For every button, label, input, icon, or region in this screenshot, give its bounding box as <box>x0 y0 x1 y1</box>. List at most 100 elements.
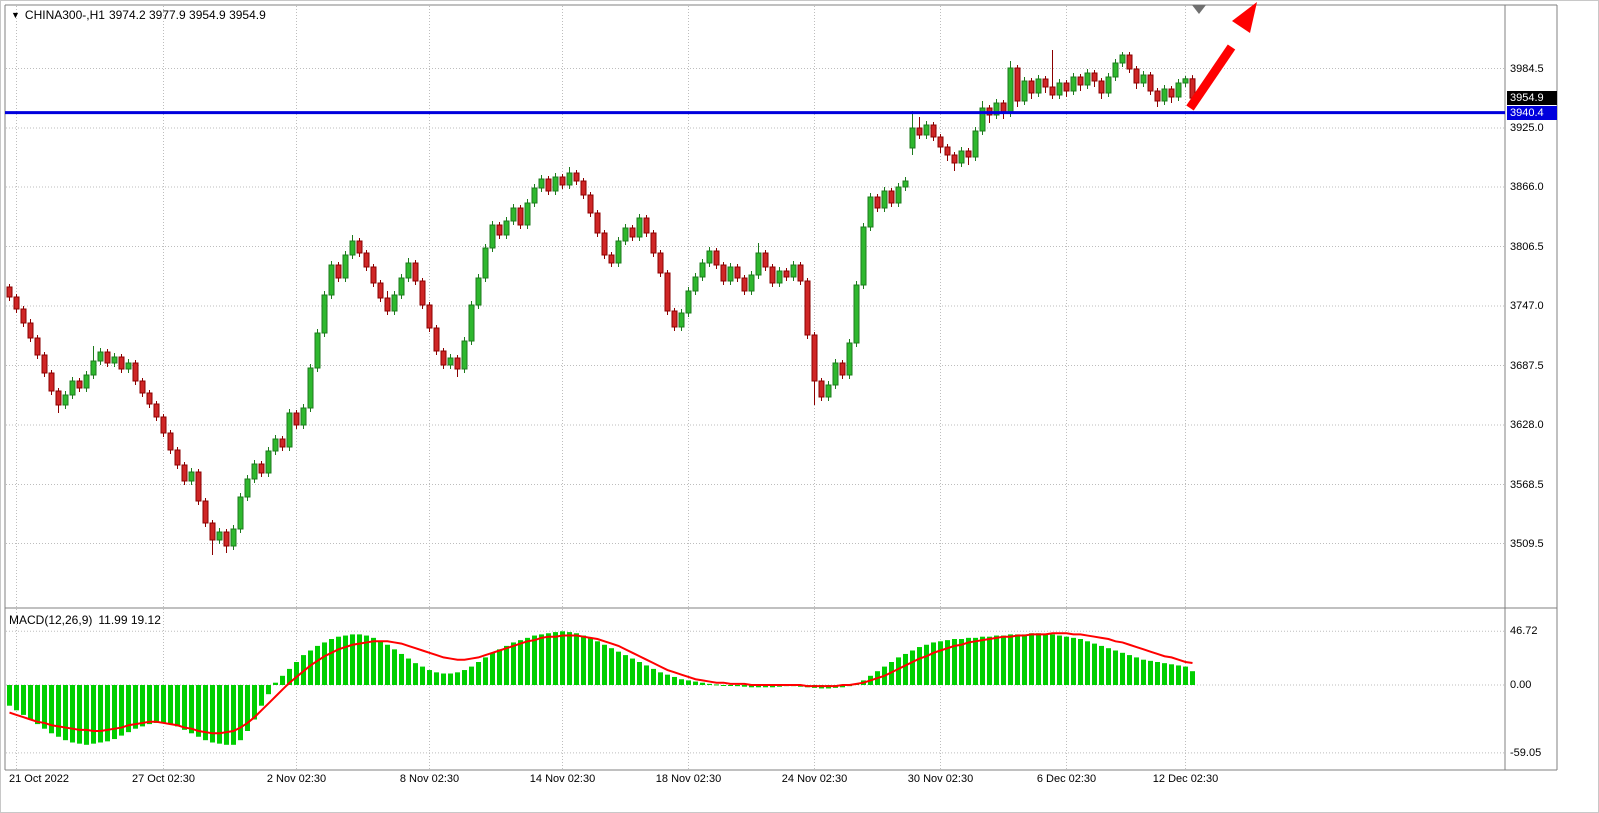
macd-histogram-bar <box>511 642 516 685</box>
macd-histogram-bar <box>651 668 656 685</box>
macd-histogram-bar <box>518 640 523 685</box>
macd-histogram-bar <box>567 632 572 685</box>
candle <box>426 304 433 329</box>
candle <box>1133 68 1140 84</box>
macd-histogram-bar <box>532 635 537 685</box>
macd-histogram-bar <box>280 675 285 685</box>
macd-histogram-bar <box>406 658 411 685</box>
candle <box>846 342 853 376</box>
macd-histogram-bar <box>700 682 705 685</box>
candle <box>279 438 286 448</box>
candle <box>244 478 251 498</box>
candle <box>209 522 216 541</box>
macd-histogram-bar <box>105 685 110 742</box>
candle <box>622 227 629 242</box>
symbol-dropdown-icon[interactable]: ▼ <box>11 10 20 20</box>
macd-histogram-bar <box>560 631 565 685</box>
candle <box>34 337 41 356</box>
macd-axis-label: 46.72 <box>1510 625 1538 638</box>
candle <box>1154 90 1161 102</box>
candle <box>440 350 447 366</box>
macd-histogram-bar <box>196 685 201 737</box>
candle <box>265 450 272 474</box>
macd-axis-label: -59.05 <box>1510 746 1542 759</box>
macd-histogram-bar <box>1050 634 1055 685</box>
time-axis-label: 14 Nov 02:30 <box>529 773 596 785</box>
macd-histogram-bar <box>588 637 593 685</box>
candle <box>1063 82 1070 92</box>
candle <box>902 180 909 188</box>
candle <box>125 362 132 370</box>
candle <box>398 277 405 296</box>
candle <box>97 351 104 362</box>
macd-histogram-bar <box>952 639 957 685</box>
time-axis-label: 8 Nov 02:30 <box>399 773 460 785</box>
candle <box>657 252 664 274</box>
candle <box>538 178 545 189</box>
macd-histogram-bar <box>644 665 649 685</box>
candle <box>965 150 972 158</box>
macd-histogram-bar <box>1008 634 1013 685</box>
symbol-label: CHINA300-,H1 <box>24 8 105 22</box>
trend-arrow-head[interactable] <box>1232 2 1257 33</box>
candle <box>412 262 419 282</box>
candle <box>727 266 734 282</box>
price-axis-label: 3687.5 <box>1510 359 1544 372</box>
candle <box>447 357 454 366</box>
macd-histogram-bar <box>210 685 215 743</box>
price-scale[interactable] <box>1506 5 1596 770</box>
candle <box>181 464 188 482</box>
macd-histogram-bar <box>602 644 607 685</box>
trend-arrow-shaft[interactable] <box>1186 44 1236 111</box>
candle <box>1168 88 1175 98</box>
candle <box>755 252 762 276</box>
macd-histogram-bar <box>1169 664 1174 685</box>
candle <box>783 270 790 278</box>
price-axis-label: 3925.0 <box>1510 122 1544 134</box>
candle <box>664 272 671 312</box>
candle <box>342 254 349 279</box>
macd-histogram-bar <box>763 685 768 688</box>
macd-histogram-bar <box>966 637 971 685</box>
macd-histogram-bar <box>1127 655 1132 685</box>
candle <box>377 282 384 299</box>
macd-histogram-bar <box>1057 635 1062 685</box>
candle <box>167 432 174 451</box>
candle <box>328 264 335 296</box>
macd-histogram-bar <box>322 642 327 685</box>
macd-histogram-bar <box>14 685 19 711</box>
candle <box>314 332 321 369</box>
macd-histogram-bar <box>476 662 481 685</box>
macd-histogram-bar <box>1022 634 1027 685</box>
macd-histogram-bar <box>889 662 894 685</box>
macd-histogram-bar <box>413 663 418 685</box>
candle <box>545 178 552 192</box>
macd-histogram-bar <box>742 685 747 687</box>
macd-histogram-bar <box>217 685 222 744</box>
macd-histogram-bar <box>1001 635 1006 685</box>
macd-histogram-bar <box>231 685 236 745</box>
macd-histogram-bar <box>924 644 929 685</box>
candle <box>139 380 146 394</box>
price-axis-label: 3628.0 <box>1510 419 1544 431</box>
macd-histogram-bar <box>70 685 75 743</box>
macd-histogram-bar <box>980 636 985 685</box>
candle <box>524 202 531 226</box>
candle <box>419 280 426 306</box>
candle <box>552 176 559 192</box>
hline-price-tag: 3940.4 <box>1507 105 1557 120</box>
candle <box>1021 80 1028 102</box>
candle <box>671 310 678 328</box>
macd-histogram-bar <box>119 685 124 736</box>
macd-histogram-bar <box>441 673 446 685</box>
time-axis-label: 12 Dec 02:30 <box>1152 773 1219 785</box>
candle <box>881 190 888 209</box>
time-axis-label: 30 Nov 02:30 <box>907 773 974 785</box>
candle <box>1126 54 1133 70</box>
macd-histogram-bar <box>154 685 159 723</box>
candle <box>48 372 55 392</box>
candle <box>517 207 524 226</box>
candle <box>335 264 342 279</box>
macd-histogram-bar <box>686 680 691 685</box>
